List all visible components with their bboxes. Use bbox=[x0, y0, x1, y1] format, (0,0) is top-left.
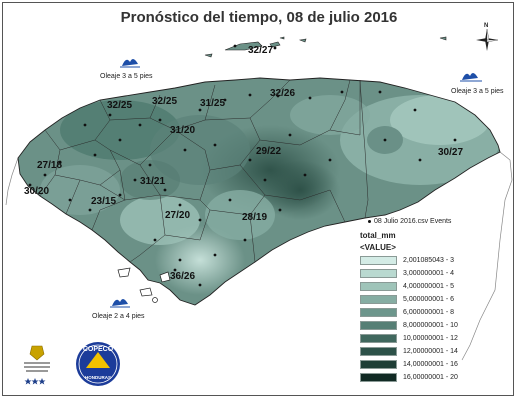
legend-classes: 2,001085043 - 3 3,000000001 - 4 4,00000000… bbox=[360, 254, 510, 383]
legend-class-label: 2,001085043 - 3 bbox=[403, 256, 454, 264]
compass-north-label: N bbox=[484, 23, 488, 29]
legend-swatch bbox=[360, 346, 397, 356]
temp-label: 30/20 bbox=[24, 186, 49, 197]
honduras-outline bbox=[17, 77, 501, 306]
wave-icon bbox=[110, 298, 130, 308]
wave-label: Oleaje 3 a 5 pies bbox=[100, 73, 153, 80]
temp-label: 31/21 bbox=[140, 176, 165, 187]
logos: COPECO HONDURAS bbox=[24, 342, 120, 386]
legend-class-label: 4,000000001 - 5 bbox=[403, 282, 454, 290]
legend-swatch bbox=[360, 255, 397, 265]
event-dot-icon bbox=[368, 220, 371, 223]
temp-label: 32/25 bbox=[152, 96, 177, 107]
temp-label: 27/18 bbox=[37, 160, 62, 171]
legend-events: 08 Julio 2016.csv Events bbox=[368, 218, 510, 225]
temp-label: 32/25 bbox=[107, 100, 132, 111]
compass-rose-icon: N bbox=[476, 23, 499, 51]
legend-class-label: 3,000000001 - 4 bbox=[403, 269, 454, 277]
legend-row: 16,00000001 - 20 bbox=[360, 371, 510, 383]
temp-label: 23/15 bbox=[91, 196, 116, 207]
legend-swatch bbox=[360, 320, 397, 330]
legend-row: 8,000000001 - 10 bbox=[360, 319, 510, 331]
temp-label: 27/20 bbox=[165, 210, 190, 221]
neighbor-coastline bbox=[461, 151, 513, 361]
wave-icon bbox=[120, 58, 140, 68]
temp-label: 31/20 bbox=[170, 125, 195, 136]
legend-swatch bbox=[360, 372, 397, 382]
copeco-bottom-text: HONDURAS bbox=[85, 375, 111, 380]
copeco-logo-icon: COPECO HONDURAS bbox=[76, 342, 120, 386]
temp-label: 32/26 bbox=[270, 88, 295, 99]
legend-class-label: 12,00000001 - 14 bbox=[403, 347, 458, 355]
legend-row: 3,000000001 - 4 bbox=[360, 267, 510, 279]
wave-label: Oleaje 2 a 4 pies bbox=[92, 313, 145, 320]
legend-field-label: total_mm bbox=[360, 231, 396, 240]
event-points bbox=[28, 44, 457, 287]
legend-value-label: <VALUE> bbox=[360, 243, 396, 252]
gulf-islands bbox=[117, 267, 171, 303]
wave-label: Oleaje 3 a 5 pies bbox=[451, 88, 504, 95]
bay-islands bbox=[204, 36, 447, 58]
map-frame bbox=[2, 2, 514, 396]
legend-swatch bbox=[360, 333, 397, 343]
map-legend: 08 Julio 2016.csv Events total_mm <VALUE… bbox=[360, 218, 510, 383]
legend-class-label: 10,00000001 - 12 bbox=[403, 334, 458, 342]
government-seal-icon bbox=[24, 345, 50, 385]
legend-swatch bbox=[360, 268, 397, 278]
legend-row: 14,00000001 - 16 bbox=[360, 358, 510, 370]
legend-row: 6,000000001 - 8 bbox=[360, 306, 510, 318]
legend-events-label: 08 Julio 2016.csv Events bbox=[374, 218, 452, 225]
temperature-labels: 32/27 32/25 32/25 31/25 32/26 31/20 29/2… bbox=[24, 45, 463, 282]
neighbor-coastline-west bbox=[5, 157, 19, 206]
temp-label: 36/26 bbox=[170, 271, 195, 282]
map-title: Pronóstico del tiempo, 08 de julio 2016 bbox=[120, 9, 398, 26]
wave-icon bbox=[460, 72, 482, 82]
department-boundaries bbox=[39, 79, 369, 263]
legend-class-label: 8,000000001 - 10 bbox=[403, 321, 458, 329]
legend-row: 2,001085043 - 3 bbox=[360, 254, 510, 266]
temp-label: 31/25 bbox=[200, 98, 225, 109]
temp-label: 30/27 bbox=[438, 147, 463, 158]
legend-class-label: 6,000000001 - 8 bbox=[403, 308, 454, 316]
legend-swatch bbox=[360, 294, 397, 304]
legend-class-label: 16,00000001 - 20 bbox=[403, 373, 458, 381]
legend-row: 4,000000001 - 5 bbox=[360, 280, 510, 292]
legend-row: 5,000000001 - 6 bbox=[360, 293, 510, 305]
temp-label: 29/22 bbox=[256, 146, 281, 157]
temp-label-islas: 32/27 bbox=[248, 45, 273, 56]
legend-class-label: 14,00000001 - 16 bbox=[403, 360, 458, 368]
legend-swatch bbox=[360, 359, 397, 369]
legend-row: 10,00000001 - 12 bbox=[360, 332, 510, 344]
copeco-top-text: COPECO bbox=[83, 346, 114, 353]
legend-swatch bbox=[360, 307, 397, 317]
precipitation-raster bbox=[18, 78, 500, 305]
temp-label: 28/19 bbox=[242, 212, 267, 223]
legend-row: 12,00000001 - 14 bbox=[360, 345, 510, 357]
legend-swatch bbox=[360, 281, 397, 291]
legend-class-label: 5,000000001 - 6 bbox=[403, 295, 454, 303]
